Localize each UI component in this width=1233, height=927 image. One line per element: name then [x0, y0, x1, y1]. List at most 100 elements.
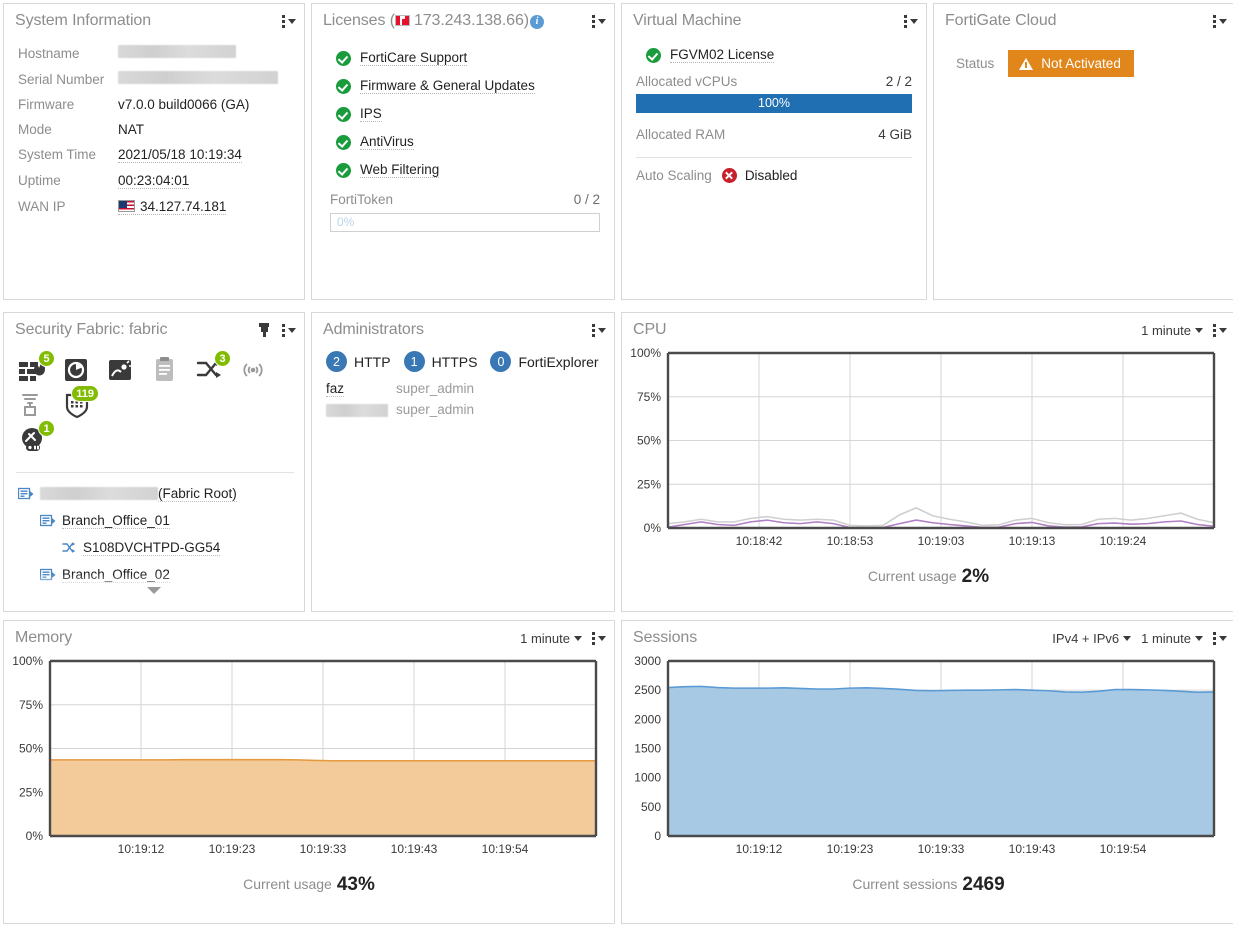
vm-license-label[interactable]: FGVM02 License [670, 47, 775, 63]
svg-text:10:18:53: 10:18:53 [827, 534, 874, 548]
vm-vcpus-progress-bar: 100% [636, 94, 912, 113]
fortisandbox-icon[interactable] [106, 355, 136, 385]
svg-text:100%: 100% [12, 655, 43, 668]
widget-menu-button[interactable] [1213, 323, 1227, 337]
tree-row[interactable]: S108DVCHTPD-GG54 [14, 534, 304, 561]
fortigate-cloud-body: Status Not Activated [934, 38, 1233, 77]
svg-text:10:19:54: 10:19:54 [482, 842, 529, 856]
tree-label-branch-office-02[interactable]: Branch_Office_02 [62, 566, 170, 583]
fortitoken-row: FortiToken 0 / 2 [312, 184, 614, 211]
badge-count: 1 [38, 420, 55, 437]
label-hostname: Hostname [18, 46, 80, 61]
vm-license-row[interactable]: FGVM02 License [636, 44, 912, 72]
license-label[interactable]: IPS [360, 106, 382, 122]
cpu-footer-label: Current usage [867, 568, 957, 584]
tree-row[interactable]: Branch_Office_01 [14, 507, 304, 534]
svg-text:500: 500 [641, 800, 661, 814]
sessions-current-count: 2469 [962, 874, 1005, 895]
value-uptime[interactable]: 00:23:04:01 [118, 173, 190, 189]
memory-current-usage: 43% [336, 874, 375, 895]
vm-auto-scaling-label: Auto Scaling [636, 168, 712, 183]
status-error-icon [721, 168, 737, 183]
admin-user-name[interactable]: faz [326, 381, 345, 397]
widget-header: Licenses (173.243.138.66) i [312, 4, 614, 38]
tree-label-fabric-root[interactable]: (Fabric Root) [158, 485, 237, 502]
sessions-protocol-select[interactable]: IPv4 + IPv6 [1052, 630, 1132, 646]
status-badge[interactable]: Not Activated [1008, 50, 1134, 77]
badge-count: 5 [38, 350, 55, 367]
vm-auto-scaling-value: Disabled [744, 168, 798, 183]
svg-text:1500: 1500 [634, 742, 661, 756]
svg-text:50%: 50% [637, 434, 661, 448]
svg-text:10:19:23: 10:19:23 [827, 842, 874, 856]
list-item[interactable]: Web Filtering [312, 156, 614, 184]
widget-menu-button[interactable] [592, 14, 606, 28]
redacted-hostname-value [118, 45, 236, 58]
info-icon[interactable]: i [530, 14, 544, 29]
firewall-icon[interactable]: 5 [18, 350, 55, 385]
widget-menu-button[interactable] [592, 323, 606, 337]
row-uptime: Uptime 00:23:04:01 [4, 168, 304, 194]
fortitoken-label: FortiToken [330, 192, 394, 207]
svg-text:10:19:24: 10:19:24 [1100, 534, 1147, 548]
tree-row[interactable]: Branch_Office_02 [14, 561, 304, 588]
value-system-time[interactable]: 2021/05/18 10:19:34 [118, 147, 242, 163]
fortiextender-icon[interactable] [18, 390, 48, 420]
svg-text:25%: 25% [637, 477, 661, 491]
sessions-footer-label: Current sessions [852, 876, 958, 892]
tree-label-branch-office-01[interactable]: Branch_Office_01 [62, 512, 170, 529]
sessions-interval-select[interactable]: 1 minute [1141, 631, 1203, 646]
license-label[interactable]: AntiVirus [360, 134, 414, 150]
list-item[interactable]: IPS [312, 100, 614, 128]
fortiswitch-icon[interactable]: 3 [194, 350, 231, 385]
value-mode: NAT [118, 122, 144, 137]
redacted-serial-value [118, 71, 278, 84]
cpu-footer: Current usage 2% [622, 566, 1233, 588]
widget-fortigate-cloud: FortiGate Cloud Status Not Activated [933, 3, 1233, 300]
widget-menu-button[interactable] [1213, 14, 1227, 28]
svg-text:10:19:03: 10:19:03 [918, 534, 965, 548]
label-fortiexplorer: FortiExplorer [518, 353, 599, 370]
list-item[interactable]: Firmware & General Updates [312, 72, 614, 100]
label-wan-ip: WAN IP [18, 199, 66, 214]
license-label[interactable]: FortiCare Support [360, 50, 468, 66]
status-ok-icon [336, 162, 351, 178]
cpu-chart-svg: 0% 25% 50% 75% 100% 10:18:42 10:18:53 10:19:03 1… [630, 347, 1216, 548]
pin-icon[interactable] [256, 322, 272, 338]
cloud-status-label: Status [956, 56, 995, 71]
widget-menu-button[interactable] [904, 14, 918, 28]
license-label[interactable]: Firmware & General Updates [360, 78, 535, 94]
label-http: HTTP [354, 353, 391, 370]
widget-menu-button[interactable] [592, 631, 606, 645]
admin-user-cell[interactable]: faz [326, 381, 396, 397]
ca-flag-icon [394, 15, 410, 26]
admin-user-cell[interactable] [326, 402, 396, 417]
list-item[interactable]: FortiCare Support [312, 44, 614, 72]
widget-menu-button[interactable] [1213, 631, 1227, 645]
forticlient-icon[interactable]: 1 [18, 420, 55, 455]
cpu-title: CPU [633, 321, 667, 338]
list-item[interactable]: AntiVirus [312, 128, 614, 156]
tree-row-fabric-root[interactable]: (Fabric Root) [14, 480, 304, 507]
fortimanager-icon[interactable] [150, 355, 180, 385]
tree-label-switch-1[interactable]: S108DVCHTPD-GG54 [83, 539, 221, 556]
svg-text:2500: 2500 [634, 683, 661, 697]
fortitoken-progress-label: 0% [337, 215, 355, 229]
sessions-protocol-value: IPv4 + IPv6 [1052, 630, 1120, 646]
memory-chart: 0% 25% 50% 75% 100% 10:19:12 10:19:23 10:19:33 1… [4, 655, 614, 896]
license-label[interactable]: Web Filtering [360, 162, 440, 178]
cpu-interval-select[interactable]: 1 minute [1141, 323, 1203, 338]
widget-menu-button[interactable] [282, 14, 296, 28]
value-wan-ip[interactable]: 34.127.74.181 [118, 199, 227, 215]
fortianalyzer-icon[interactable] [62, 355, 92, 385]
widget-cpu: CPU 1 minute 0% 25% 50% 75% 100% 10:18:42 10:1… [621, 312, 1233, 612]
fortigate-endpoint-icon[interactable]: 119 [62, 385, 99, 420]
memory-title: Memory [15, 629, 73, 646]
chevron-down-icon[interactable] [147, 587, 161, 594]
fabric-icon-row: 119 [18, 385, 304, 420]
status-ok-icon [336, 106, 351, 122]
device-icon [39, 514, 56, 528]
memory-interval-select[interactable]: 1 minute [520, 631, 582, 646]
widget-menu-button[interactable] [282, 323, 296, 337]
fortiap-icon[interactable] [238, 355, 268, 385]
